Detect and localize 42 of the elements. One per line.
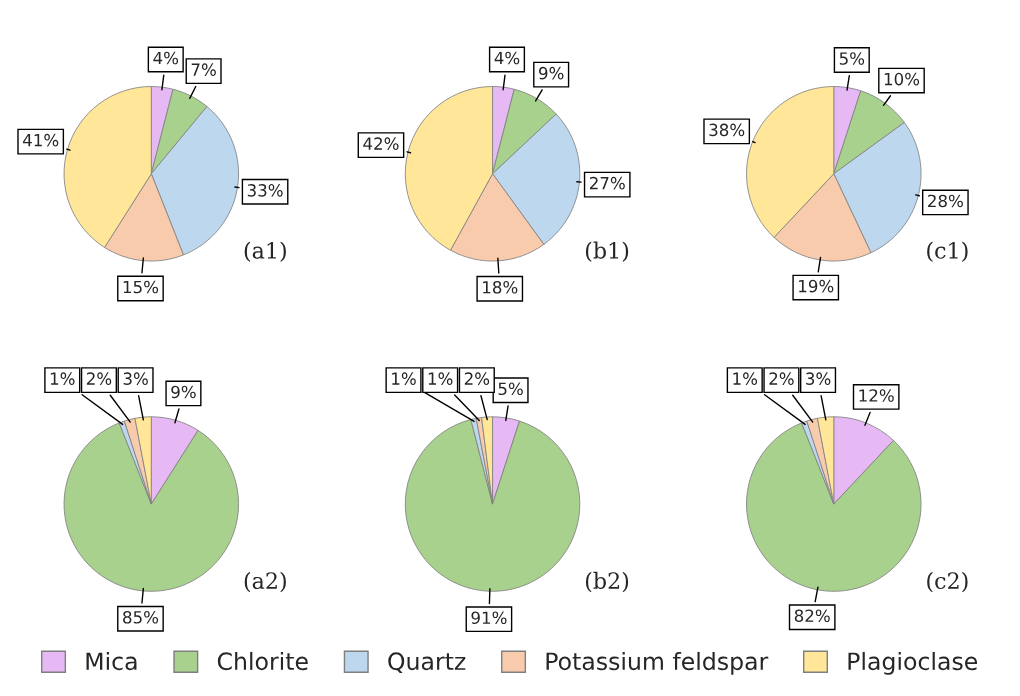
data-label: 28% bbox=[928, 194, 963, 208]
data-label: 82% bbox=[794, 609, 830, 623]
legend-label: Chlorite bbox=[217, 651, 308, 671]
data-label: 1% bbox=[50, 372, 75, 385]
pie-slice bbox=[404, 419, 581, 592]
data-label: 1% bbox=[733, 372, 758, 385]
data-label: 85% bbox=[123, 610, 159, 624]
data-label: 4% bbox=[494, 51, 520, 65]
data-label: 3% bbox=[123, 372, 148, 385]
data-label: 1% bbox=[428, 372, 453, 385]
text: (b2) bbox=[585, 571, 629, 593]
data-label: 15% bbox=[123, 280, 159, 294]
data-label: 3% bbox=[806, 372, 831, 385]
data-label: 19% bbox=[799, 279, 834, 293]
data-label: 12% bbox=[859, 389, 894, 402]
data-label: 7% bbox=[191, 63, 216, 76]
legend-label: Quartz bbox=[388, 652, 466, 673]
legend-label: Potassium feldspar bbox=[546, 651, 769, 675]
data-label: 2% bbox=[769, 372, 794, 385]
data-label: 41% bbox=[22, 133, 59, 147]
data-label: 4% bbox=[153, 51, 179, 65]
data-label: 5% bbox=[839, 52, 865, 65]
text: (a1) bbox=[244, 241, 286, 262]
data-label: 2% bbox=[464, 372, 490, 385]
data-label: 18% bbox=[483, 280, 518, 294]
data-label: 38% bbox=[709, 123, 745, 137]
data-label: 33% bbox=[247, 184, 283, 197]
data-label: 10% bbox=[884, 72, 920, 86]
data-label: 9% bbox=[171, 385, 196, 399]
data-label: 42% bbox=[363, 137, 399, 150]
legend-label: Mica bbox=[86, 651, 137, 671]
text: (c1) bbox=[927, 241, 968, 262]
text: (b1) bbox=[585, 241, 629, 262]
text: (c2) bbox=[927, 571, 968, 593]
legend-label: Plagioclase bbox=[848, 651, 978, 675]
data-label: 91% bbox=[471, 611, 507, 625]
text: (a2) bbox=[244, 571, 286, 593]
data-label: 5% bbox=[498, 382, 523, 396]
data-label: 27% bbox=[589, 176, 625, 190]
data-label: 1% bbox=[392, 372, 416, 385]
data-label: 2% bbox=[86, 372, 112, 385]
data-label: 9% bbox=[539, 66, 564, 80]
